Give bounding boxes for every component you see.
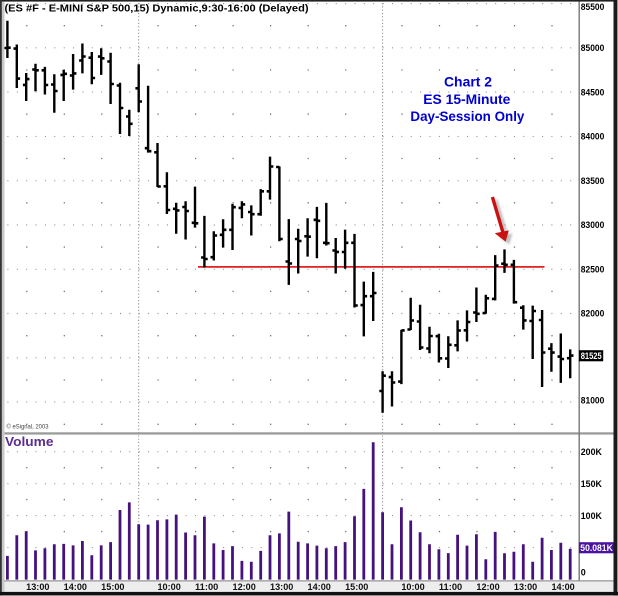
- svg-text:15:00: 15:00: [345, 582, 368, 592]
- svg-text:11:00: 11:00: [439, 582, 462, 592]
- svg-text:13:00: 13:00: [514, 582, 537, 592]
- svg-text:10:00: 10:00: [401, 582, 424, 592]
- svg-text:84000: 84000: [581, 132, 605, 142]
- svg-text:50.081K: 50.081K: [580, 543, 613, 553]
- svg-text:81525: 81525: [581, 351, 602, 361]
- svg-text:85500: 85500: [581, 2, 605, 12]
- svg-text:Volume: Volume: [5, 434, 54, 449]
- svg-text:13:00: 13:00: [26, 582, 49, 592]
- svg-text:12:00: 12:00: [476, 582, 499, 592]
- svg-text:84500: 84500: [581, 87, 605, 97]
- svg-text:83000: 83000: [581, 220, 605, 230]
- svg-text:82000: 82000: [581, 309, 605, 319]
- svg-text:81000: 81000: [581, 396, 605, 406]
- svg-text:14:00: 14:00: [308, 582, 331, 592]
- svg-text:13:00: 13:00: [270, 582, 293, 592]
- svg-text:ES 15-Minute: ES 15-Minute: [423, 92, 511, 107]
- svg-text:(ES #F - E-MINI S&P 500,15) Dy: (ES #F - E-MINI S&P 500,15) Dynamic,9:30…: [5, 3, 309, 14]
- svg-text:200K: 200K: [581, 447, 602, 457]
- svg-text:0: 0: [581, 568, 586, 578]
- svg-text:83500: 83500: [581, 176, 605, 186]
- svg-text:11:00: 11:00: [195, 582, 218, 592]
- svg-text:82500: 82500: [581, 265, 605, 275]
- svg-text:100K: 100K: [581, 511, 602, 521]
- svg-text:85000: 85000: [581, 43, 605, 53]
- svg-text:Day-Session Only: Day-Session Only: [410, 109, 524, 124]
- svg-text:Chart 2: Chart 2: [444, 75, 492, 90]
- svg-text:10:00: 10:00: [157, 582, 180, 592]
- svg-text:150K: 150K: [581, 479, 602, 489]
- svg-text:15:00: 15:00: [101, 582, 124, 592]
- svg-text:© eSignal, 2003: © eSignal, 2003: [7, 422, 49, 430]
- svg-text:14:00: 14:00: [551, 582, 574, 592]
- svg-text:14:00: 14:00: [64, 582, 87, 592]
- svg-text:12:00: 12:00: [233, 582, 256, 592]
